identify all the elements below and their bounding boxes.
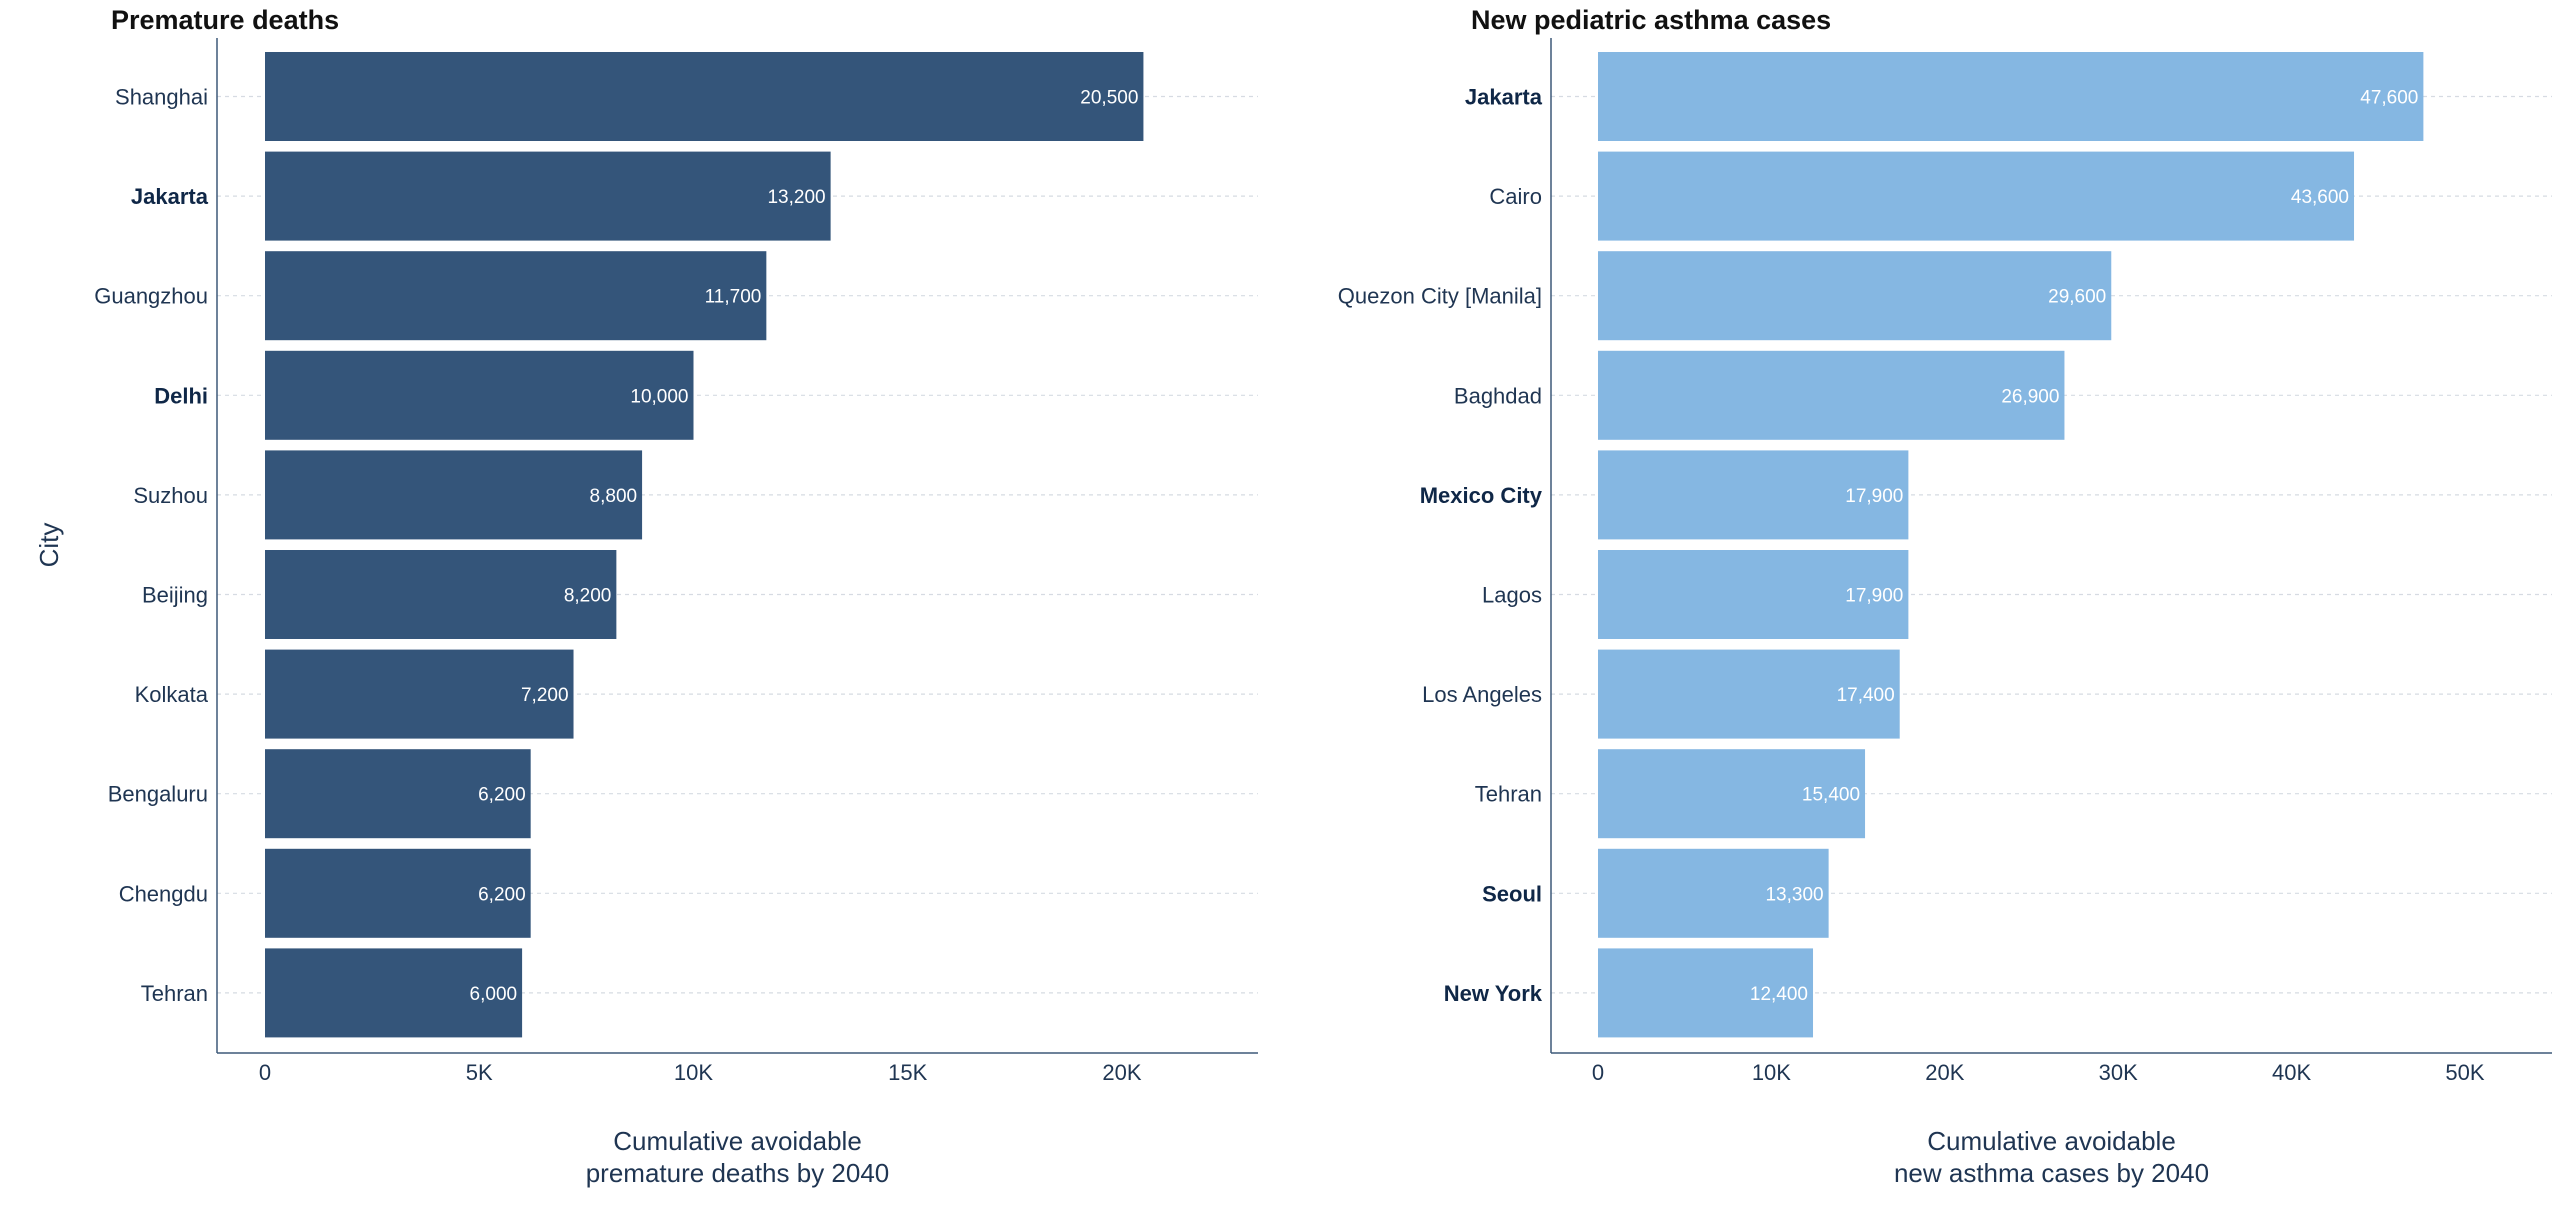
category-label: Los Angeles — [1422, 682, 1542, 707]
bar-baghdad — [1598, 350, 2065, 440]
bar-value-label: 12,400 — [1750, 984, 1808, 1005]
bar-value-label: 11,700 — [705, 287, 762, 308]
x-axis-title: premature deaths by 2040 — [586, 1158, 890, 1188]
bar-mexico-city — [1598, 450, 1909, 540]
bar-los-angeles — [1598, 649, 1900, 739]
bar-new-york — [1598, 948, 1814, 1038]
category-label: Bengaluru — [108, 782, 208, 807]
category-label: Tehran — [1475, 782, 1542, 807]
bar-beijing — [265, 550, 617, 639]
category-label: Cairo — [1489, 184, 1542, 209]
bar-tehran — [1598, 749, 1866, 839]
bar-value-label: 13,300 — [1765, 884, 1823, 905]
bar-value-label: 6,000 — [470, 984, 518, 1005]
x-tick-label: 40K — [2272, 1060, 2311, 1085]
chart-title-asthma-cases: New pediatric asthma cases — [1471, 5, 1831, 35]
category-label: Baghdad — [1454, 383, 1542, 408]
y-axis-title: City — [34, 523, 64, 568]
panel-asthma-cases: New pediatric asthma cases 47,600 Jakarta 4… — [1338, 5, 2552, 1188]
bar-jakarta — [1598, 52, 2424, 141]
bar-bengaluru — [265, 749, 531, 839]
bar-value-label: 43,600 — [2291, 187, 2349, 208]
bar-value-label: 8,200 — [564, 586, 612, 607]
bar-lagos — [1598, 550, 1909, 639]
bar-value-label: 47,600 — [2360, 88, 2418, 109]
bar-value-label: 17,900 — [1845, 486, 1903, 507]
bar-value-label: 7,200 — [521, 685, 569, 706]
category-label: Lagos — [1482, 583, 1542, 608]
x-tick-label: 20K — [1925, 1060, 1964, 1085]
bar-value-label: 8,800 — [590, 486, 638, 507]
category-label: Seoul — [1482, 881, 1542, 906]
x-tick-label: 10K — [1752, 1060, 1791, 1085]
category-label: Jakarta — [1465, 85, 1543, 110]
x-tick-label: 20K — [1102, 1060, 1141, 1085]
x-tick-label: 0 — [1592, 1060, 1604, 1085]
x-tick-label: 30K — [2099, 1060, 2138, 1085]
bar-kolkata — [265, 649, 574, 739]
bar-tehran — [265, 948, 523, 1038]
bar-jakarta — [265, 151, 831, 241]
bar-value-label: 6,200 — [478, 785, 526, 806]
category-label: Jakarta — [131, 184, 209, 209]
x-tick-label: 10K — [674, 1060, 713, 1085]
bar-suzhou — [265, 450, 643, 540]
x-axis-title: Cumulative avoidable — [613, 1126, 862, 1156]
category-label: New York — [1444, 981, 1543, 1006]
category-label: Mexico City — [1420, 483, 1543, 508]
category-label: Guangzhou — [94, 284, 208, 309]
bar-value-label: 17,400 — [1837, 685, 1895, 706]
panel-premature-deaths: Premature deaths 20,500 Shanghai 13,200 Jaka… — [94, 5, 1258, 1188]
category-label: Suzhou — [133, 483, 208, 508]
bar-chengdu — [265, 848, 531, 938]
bar-value-label: 20,500 — [1080, 88, 1138, 109]
x-tick-label: 0 — [259, 1060, 271, 1085]
category-label: Shanghai — [115, 85, 208, 110]
bar-value-label: 29,600 — [2048, 287, 2106, 308]
x-tick-label: 5K — [466, 1060, 493, 1085]
bar-value-label: 6,200 — [478, 884, 526, 905]
bar-value-label: 15,400 — [1802, 785, 1860, 806]
category-label: Tehran — [141, 981, 208, 1006]
bar-cairo — [1598, 151, 2355, 241]
x-axis-title: Cumulative avoidable — [1927, 1126, 2176, 1156]
bar-value-label: 13,200 — [767, 187, 825, 208]
bar-shanghai — [265, 52, 1144, 141]
chart-title-premature-deaths: Premature deaths — [111, 5, 339, 35]
category-label: Beijing — [142, 583, 208, 608]
bar-delhi — [265, 350, 694, 440]
bar-guangzhou — [265, 251, 767, 341]
x-tick-label: 15K — [888, 1060, 927, 1085]
category-label: Delhi — [154, 383, 208, 408]
bar-quezon-city-manila — [1598, 251, 2112, 341]
bar-seoul — [1598, 848, 1829, 938]
category-label: Kolkata — [135, 682, 209, 707]
category-label: Chengdu — [119, 881, 208, 906]
bar-value-label: 26,900 — [2001, 386, 2059, 407]
x-axis-title: new asthma cases by 2040 — [1894, 1158, 2209, 1188]
bar-value-label: 10,000 — [630, 386, 688, 407]
bar-value-label: 17,900 — [1845, 586, 1903, 607]
category-label: Quezon City [Manila] — [1338, 284, 1542, 309]
x-tick-label: 50K — [2445, 1060, 2484, 1085]
